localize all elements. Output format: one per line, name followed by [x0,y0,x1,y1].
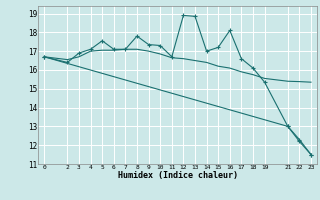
X-axis label: Humidex (Indice chaleur): Humidex (Indice chaleur) [118,171,238,180]
